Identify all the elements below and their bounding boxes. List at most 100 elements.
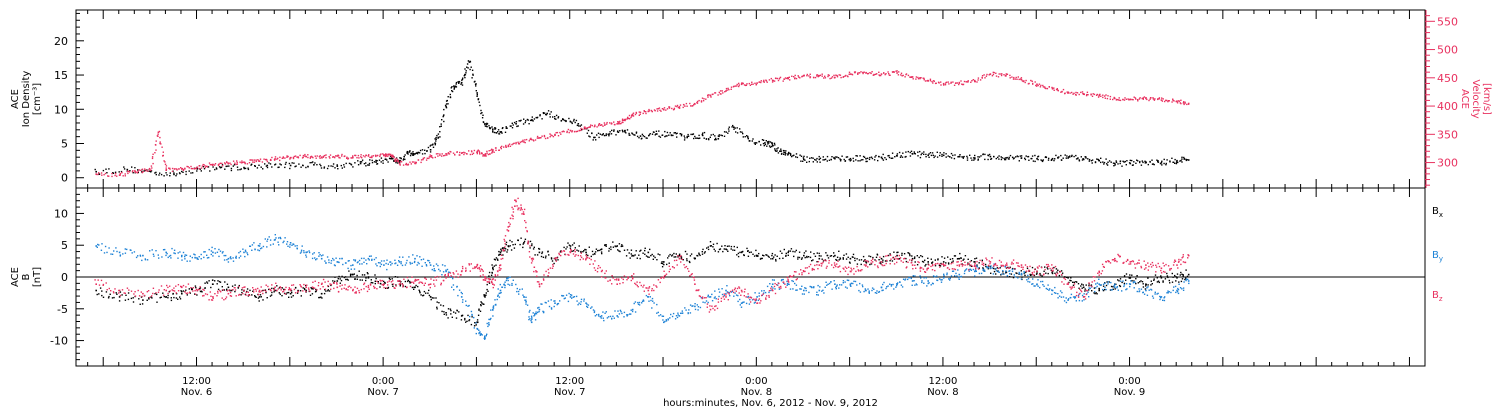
b-by-point bbox=[1005, 270, 1007, 273]
b-by-point bbox=[839, 284, 841, 286]
b-bx-point bbox=[327, 290, 329, 292]
velocity-point bbox=[824, 77, 827, 79]
b-by-point bbox=[1020, 278, 1023, 280]
b-bx-point bbox=[330, 284, 332, 287]
ion-density-point bbox=[143, 170, 145, 172]
velocity-point bbox=[648, 108, 650, 111]
b-by-point bbox=[1088, 287, 1090, 289]
b-bx-point bbox=[139, 303, 141, 305]
velocity-point bbox=[1137, 100, 1139, 102]
b-bx-point bbox=[191, 288, 193, 291]
ion-density-point bbox=[520, 119, 522, 122]
data-layer bbox=[94, 60, 1190, 340]
velocity-point bbox=[817, 75, 819, 78]
b-by-point bbox=[181, 254, 183, 257]
velocity-point bbox=[151, 156, 154, 158]
velocity-point bbox=[190, 165, 192, 168]
b-bz-point bbox=[147, 290, 150, 292]
b-bx-point bbox=[836, 259, 838, 261]
b-by-point bbox=[226, 259, 228, 261]
b-by-point bbox=[1150, 288, 1152, 291]
b-by-point bbox=[649, 296, 651, 298]
velocity-point bbox=[1158, 97, 1161, 99]
b-bz-point bbox=[140, 291, 142, 293]
ion-density-point bbox=[920, 153, 922, 156]
b-bx-point bbox=[550, 258, 553, 260]
b-by-point bbox=[565, 294, 568, 296]
velocity-point bbox=[221, 165, 224, 167]
velocity-point bbox=[948, 83, 950, 85]
ion-density-point bbox=[714, 137, 717, 140]
b-bx-point bbox=[454, 312, 457, 314]
velocity-point bbox=[568, 131, 570, 134]
b-bx-point bbox=[367, 276, 370, 278]
velocity-point bbox=[1129, 98, 1132, 101]
velocity-point bbox=[282, 156, 284, 158]
velocity-point bbox=[393, 156, 395, 159]
velocity-point bbox=[392, 155, 394, 157]
b-by-point bbox=[278, 244, 280, 246]
b-by-point bbox=[416, 264, 418, 266]
b-by-point bbox=[439, 270, 441, 272]
b-bx-point bbox=[433, 297, 435, 299]
b-bx-point bbox=[626, 249, 629, 251]
ion-density-point bbox=[914, 153, 916, 155]
b-by-point bbox=[602, 317, 604, 319]
b-bx-point bbox=[172, 292, 174, 295]
b-by-point bbox=[103, 252, 106, 254]
b-by-point bbox=[320, 257, 323, 260]
b-bz-point bbox=[169, 290, 171, 292]
b-by-point bbox=[974, 270, 976, 273]
velocity-point bbox=[503, 146, 505, 148]
b-bx-point bbox=[795, 249, 797, 252]
ion-density-point bbox=[429, 149, 432, 151]
velocity-point bbox=[766, 81, 768, 83]
velocity-point bbox=[748, 82, 750, 85]
b-by-point bbox=[462, 299, 464, 301]
b-bx-point bbox=[805, 250, 807, 252]
b-bz-point bbox=[280, 289, 282, 291]
ion-density-point bbox=[1080, 156, 1082, 158]
b-bx-point bbox=[970, 260, 973, 262]
velocity-point bbox=[217, 164, 220, 167]
b-by-point bbox=[921, 280, 923, 282]
velocity-point bbox=[756, 82, 758, 84]
b-by-point bbox=[311, 257, 314, 260]
ion-density-point bbox=[720, 134, 722, 136]
velocity-point bbox=[1186, 103, 1188, 106]
ion-density-point bbox=[320, 167, 323, 169]
b-bx-point bbox=[630, 249, 633, 251]
b-bx-point bbox=[765, 254, 767, 256]
b-bx-point bbox=[254, 296, 256, 298]
velocity-point bbox=[524, 139, 526, 141]
b-by-point bbox=[830, 281, 832, 283]
velocity-point bbox=[571, 130, 574, 132]
ion-density-point bbox=[814, 158, 816, 161]
b-bx-point bbox=[551, 260, 554, 262]
b-by-point bbox=[927, 282, 929, 285]
b-bx-point bbox=[1020, 270, 1022, 272]
b-by-point bbox=[556, 303, 558, 306]
b-bx-point bbox=[336, 280, 339, 282]
b-bx-point bbox=[1175, 276, 1177, 278]
velocity-point bbox=[974, 80, 976, 83]
b-by-point bbox=[460, 296, 463, 298]
velocity-point bbox=[385, 155, 388, 157]
b-by-point bbox=[478, 332, 481, 334]
b-bx-point bbox=[717, 251, 720, 253]
b-by-point bbox=[289, 242, 292, 244]
ion-density-point bbox=[160, 173, 163, 176]
ion-density-point bbox=[628, 132, 630, 135]
b-bx-point bbox=[621, 244, 623, 246]
b-bx-point bbox=[767, 255, 769, 257]
ion-density-point bbox=[624, 129, 626, 132]
velocity-point bbox=[101, 174, 103, 176]
velocity-point bbox=[1092, 93, 1094, 95]
b-by-point bbox=[465, 304, 467, 307]
velocity-point bbox=[1045, 87, 1047, 90]
b-by-point bbox=[433, 268, 435, 270]
b-by-point bbox=[470, 310, 473, 313]
ion-density-point bbox=[751, 140, 753, 142]
b-bx-point bbox=[921, 255, 924, 258]
velocity-point bbox=[354, 154, 356, 157]
